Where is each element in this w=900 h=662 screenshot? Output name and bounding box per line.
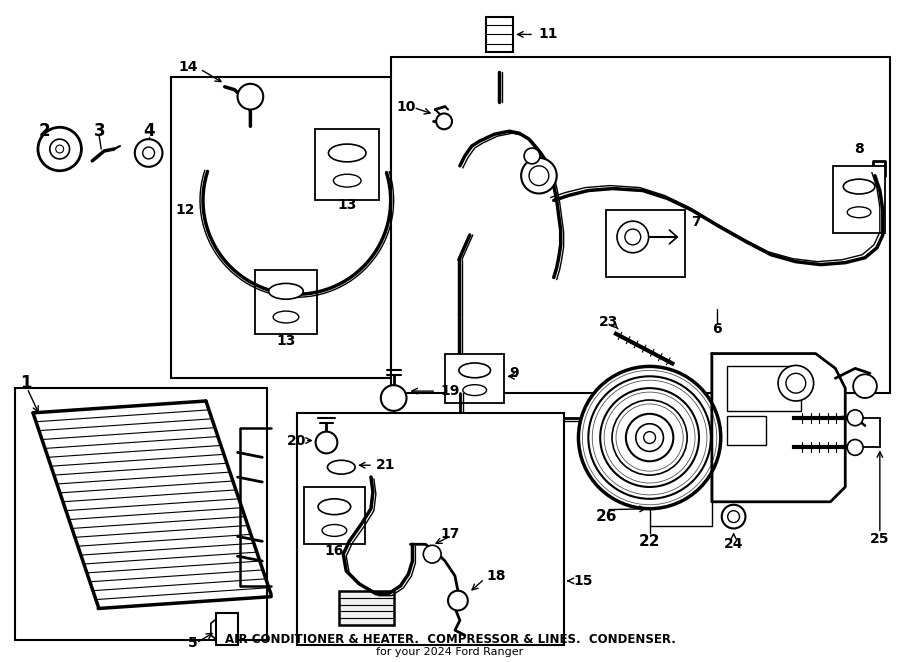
Circle shape [56, 145, 64, 153]
Text: 1: 1 [20, 374, 32, 392]
Circle shape [644, 432, 655, 444]
Circle shape [521, 158, 557, 193]
Text: 15: 15 [573, 574, 593, 588]
Bar [606, 211, 685, 277]
Text: 14: 14 [178, 60, 198, 74]
Bar [297, 413, 563, 645]
Bar [339, 591, 393, 626]
Circle shape [448, 591, 468, 610]
Ellipse shape [269, 283, 303, 299]
Ellipse shape [322, 524, 346, 536]
Text: 5: 5 [188, 636, 198, 650]
Circle shape [626, 414, 673, 461]
Text: 20: 20 [287, 434, 307, 448]
Bar [446, 354, 504, 403]
Text: 22: 22 [639, 534, 661, 549]
Text: AIR CONDITIONER & HEATER.  COMPRESSOR & LINES.  CONDENSER.: AIR CONDITIONER & HEATER. COMPRESSOR & L… [225, 634, 675, 646]
Ellipse shape [318, 499, 351, 514]
Circle shape [579, 366, 721, 508]
Text: 8: 8 [854, 142, 864, 156]
Ellipse shape [333, 174, 361, 187]
Circle shape [722, 504, 745, 528]
Bar [833, 166, 885, 233]
Bar [486, 17, 513, 52]
Circle shape [143, 147, 155, 159]
Text: for your 2024 Ford Ranger: for your 2024 Ford Ranger [376, 647, 524, 657]
Circle shape [589, 376, 711, 499]
Text: 6: 6 [712, 322, 722, 336]
Text: 4: 4 [143, 122, 155, 140]
Bar [15, 388, 267, 640]
Bar [171, 77, 391, 378]
Circle shape [786, 373, 806, 393]
Text: 10: 10 [396, 99, 416, 113]
Text: 11: 11 [539, 27, 558, 42]
Circle shape [853, 374, 877, 398]
Circle shape [847, 410, 863, 426]
Circle shape [381, 385, 407, 411]
Text: 19: 19 [440, 384, 460, 398]
Text: 23: 23 [598, 315, 617, 329]
Text: 7: 7 [691, 215, 701, 229]
Circle shape [847, 440, 863, 455]
Text: 17: 17 [440, 528, 460, 542]
Circle shape [423, 545, 441, 563]
Circle shape [316, 432, 338, 453]
Text: 26: 26 [596, 509, 617, 524]
Text: 25: 25 [870, 532, 889, 546]
Bar [304, 487, 365, 544]
Circle shape [617, 221, 649, 253]
Bar [726, 416, 766, 446]
Circle shape [625, 229, 641, 245]
Text: 13: 13 [338, 199, 357, 213]
Circle shape [436, 113, 452, 129]
Ellipse shape [328, 460, 356, 474]
Circle shape [600, 388, 699, 487]
Ellipse shape [459, 363, 490, 378]
Circle shape [135, 139, 163, 167]
Circle shape [238, 84, 263, 109]
Circle shape [778, 365, 814, 401]
Circle shape [38, 127, 81, 171]
Bar [391, 57, 890, 393]
Circle shape [524, 148, 540, 164]
Circle shape [635, 424, 663, 451]
Text: 2: 2 [39, 122, 50, 140]
Circle shape [612, 400, 688, 475]
Bar [726, 366, 801, 411]
Text: 12: 12 [176, 203, 194, 217]
Bar [315, 129, 379, 201]
Text: 3: 3 [94, 122, 105, 140]
Ellipse shape [463, 385, 487, 396]
Text: 24: 24 [724, 538, 743, 551]
Text: 21: 21 [376, 458, 395, 472]
Ellipse shape [847, 207, 871, 218]
Bar [256, 269, 317, 334]
Ellipse shape [328, 144, 366, 162]
Text: 18: 18 [487, 569, 506, 583]
Circle shape [50, 139, 69, 159]
Ellipse shape [843, 179, 875, 194]
Polygon shape [712, 354, 845, 502]
Text: 13: 13 [276, 334, 296, 348]
Text: 16: 16 [325, 544, 344, 558]
Ellipse shape [273, 311, 299, 323]
Text: 9: 9 [509, 366, 519, 381]
Circle shape [728, 510, 740, 522]
Bar [216, 614, 238, 645]
Circle shape [529, 166, 549, 185]
